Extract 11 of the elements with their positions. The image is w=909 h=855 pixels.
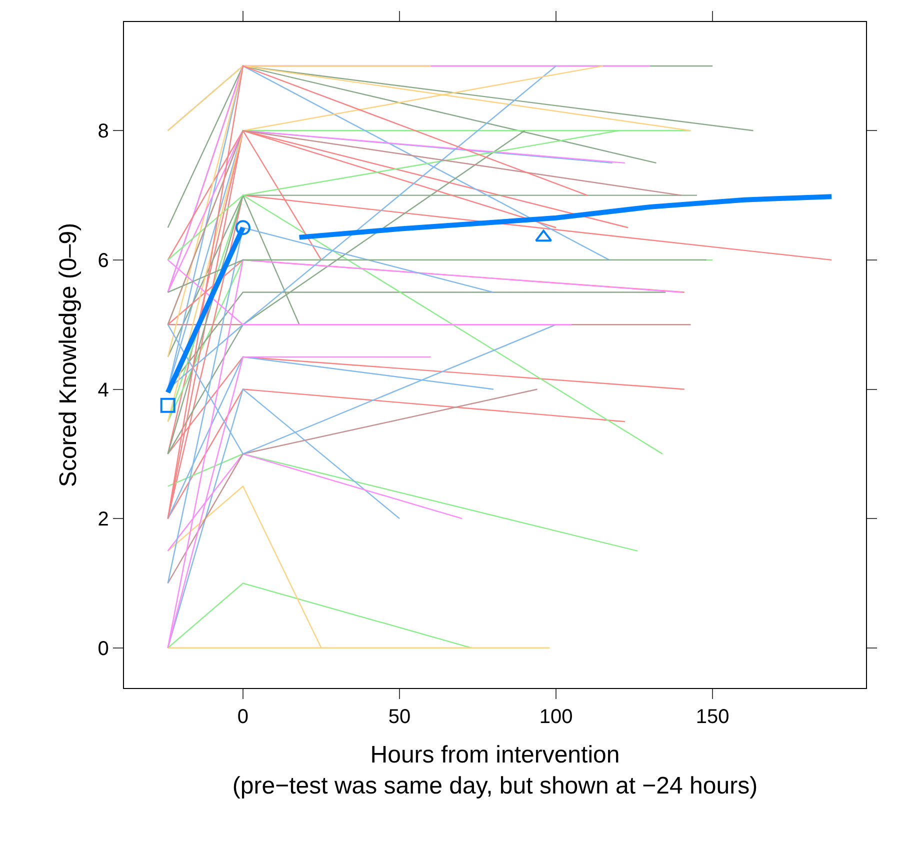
y-tick-label: 8 bbox=[98, 120, 109, 143]
x-axis-title: Hours from intervention (pre−test was same day, but shown at −24 hours) bbox=[232, 741, 758, 800]
y-tick-label: 6 bbox=[98, 250, 109, 272]
x-tick-label: 0 bbox=[237, 706, 249, 728]
x-tick-label: 150 bbox=[696, 706, 730, 728]
x-tick-label: 100 bbox=[539, 706, 573, 728]
y-tick-label: 0 bbox=[98, 638, 109, 660]
y-tick-label: 2 bbox=[98, 508, 109, 531]
y-axis-title: Scored Knowledge (0–9) bbox=[54, 222, 82, 488]
y-tick-label: 4 bbox=[98, 379, 109, 402]
x-tick-label: 50 bbox=[388, 706, 411, 728]
